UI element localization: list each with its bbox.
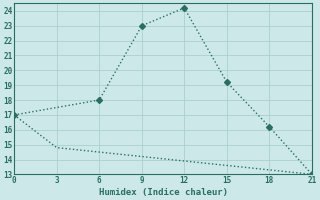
X-axis label: Humidex (Indice chaleur): Humidex (Indice chaleur) <box>99 188 228 197</box>
